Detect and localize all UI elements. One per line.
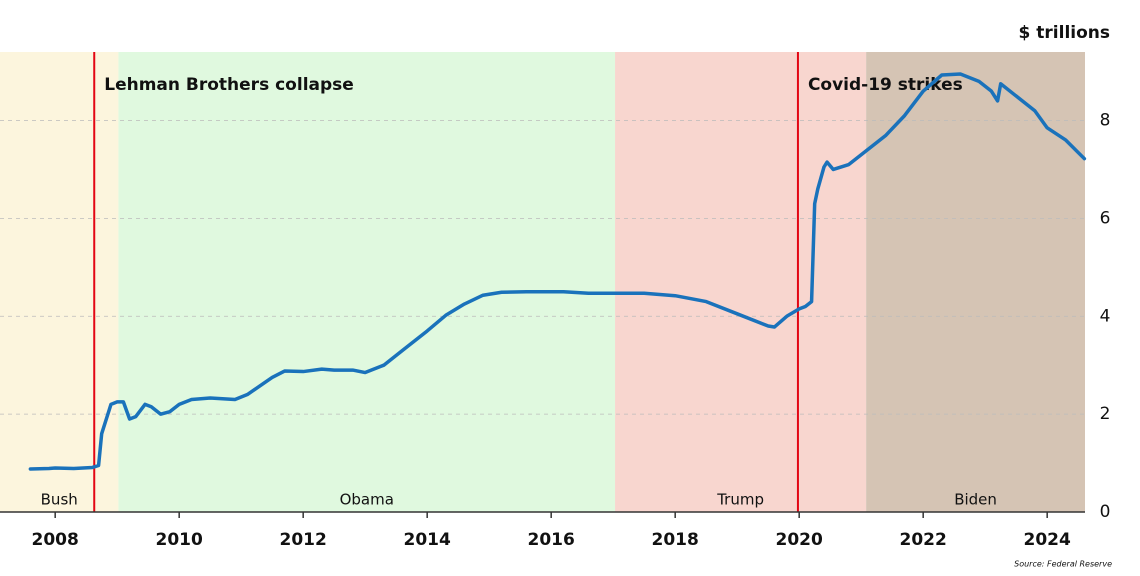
x-tick-label: 2010 (156, 530, 203, 550)
term-label: Trump (716, 491, 764, 509)
term-band (0, 52, 119, 512)
x-tick-label: 2024 (1024, 530, 1071, 550)
y-tick-label: 4 (1100, 306, 1111, 326)
x-tick-label: 2016 (528, 530, 575, 550)
x-tick-label: 2008 (32, 530, 79, 550)
y-tick-label: 6 (1100, 208, 1111, 228)
bands: Bush Obama Trump Biden (0, 52, 1085, 512)
x-tick-label: 2012 (280, 530, 327, 550)
term-band (118, 52, 616, 512)
source: Source: Federal Reserve (1014, 560, 1112, 569)
x-tick-label: 2014 (404, 530, 451, 550)
y-axis-label: $ trillions (1019, 23, 1110, 43)
term-label: Biden (954, 491, 997, 509)
term-band (615, 52, 867, 512)
x-tick-label: 2022 (900, 530, 947, 550)
y-tick-label: 2 (1100, 404, 1111, 424)
event-label: Lehman Brothers collapse (104, 75, 354, 95)
x-tick-label: 2018 (652, 530, 699, 550)
y-tick-label: 0 (1100, 502, 1111, 522)
y-tick-label: 8 (1100, 111, 1111, 131)
x-tick-label: 2020 (776, 530, 823, 550)
term-label: Obama (340, 491, 394, 509)
term-label: Bush (41, 491, 78, 509)
data-line (28, 72, 1087, 471)
